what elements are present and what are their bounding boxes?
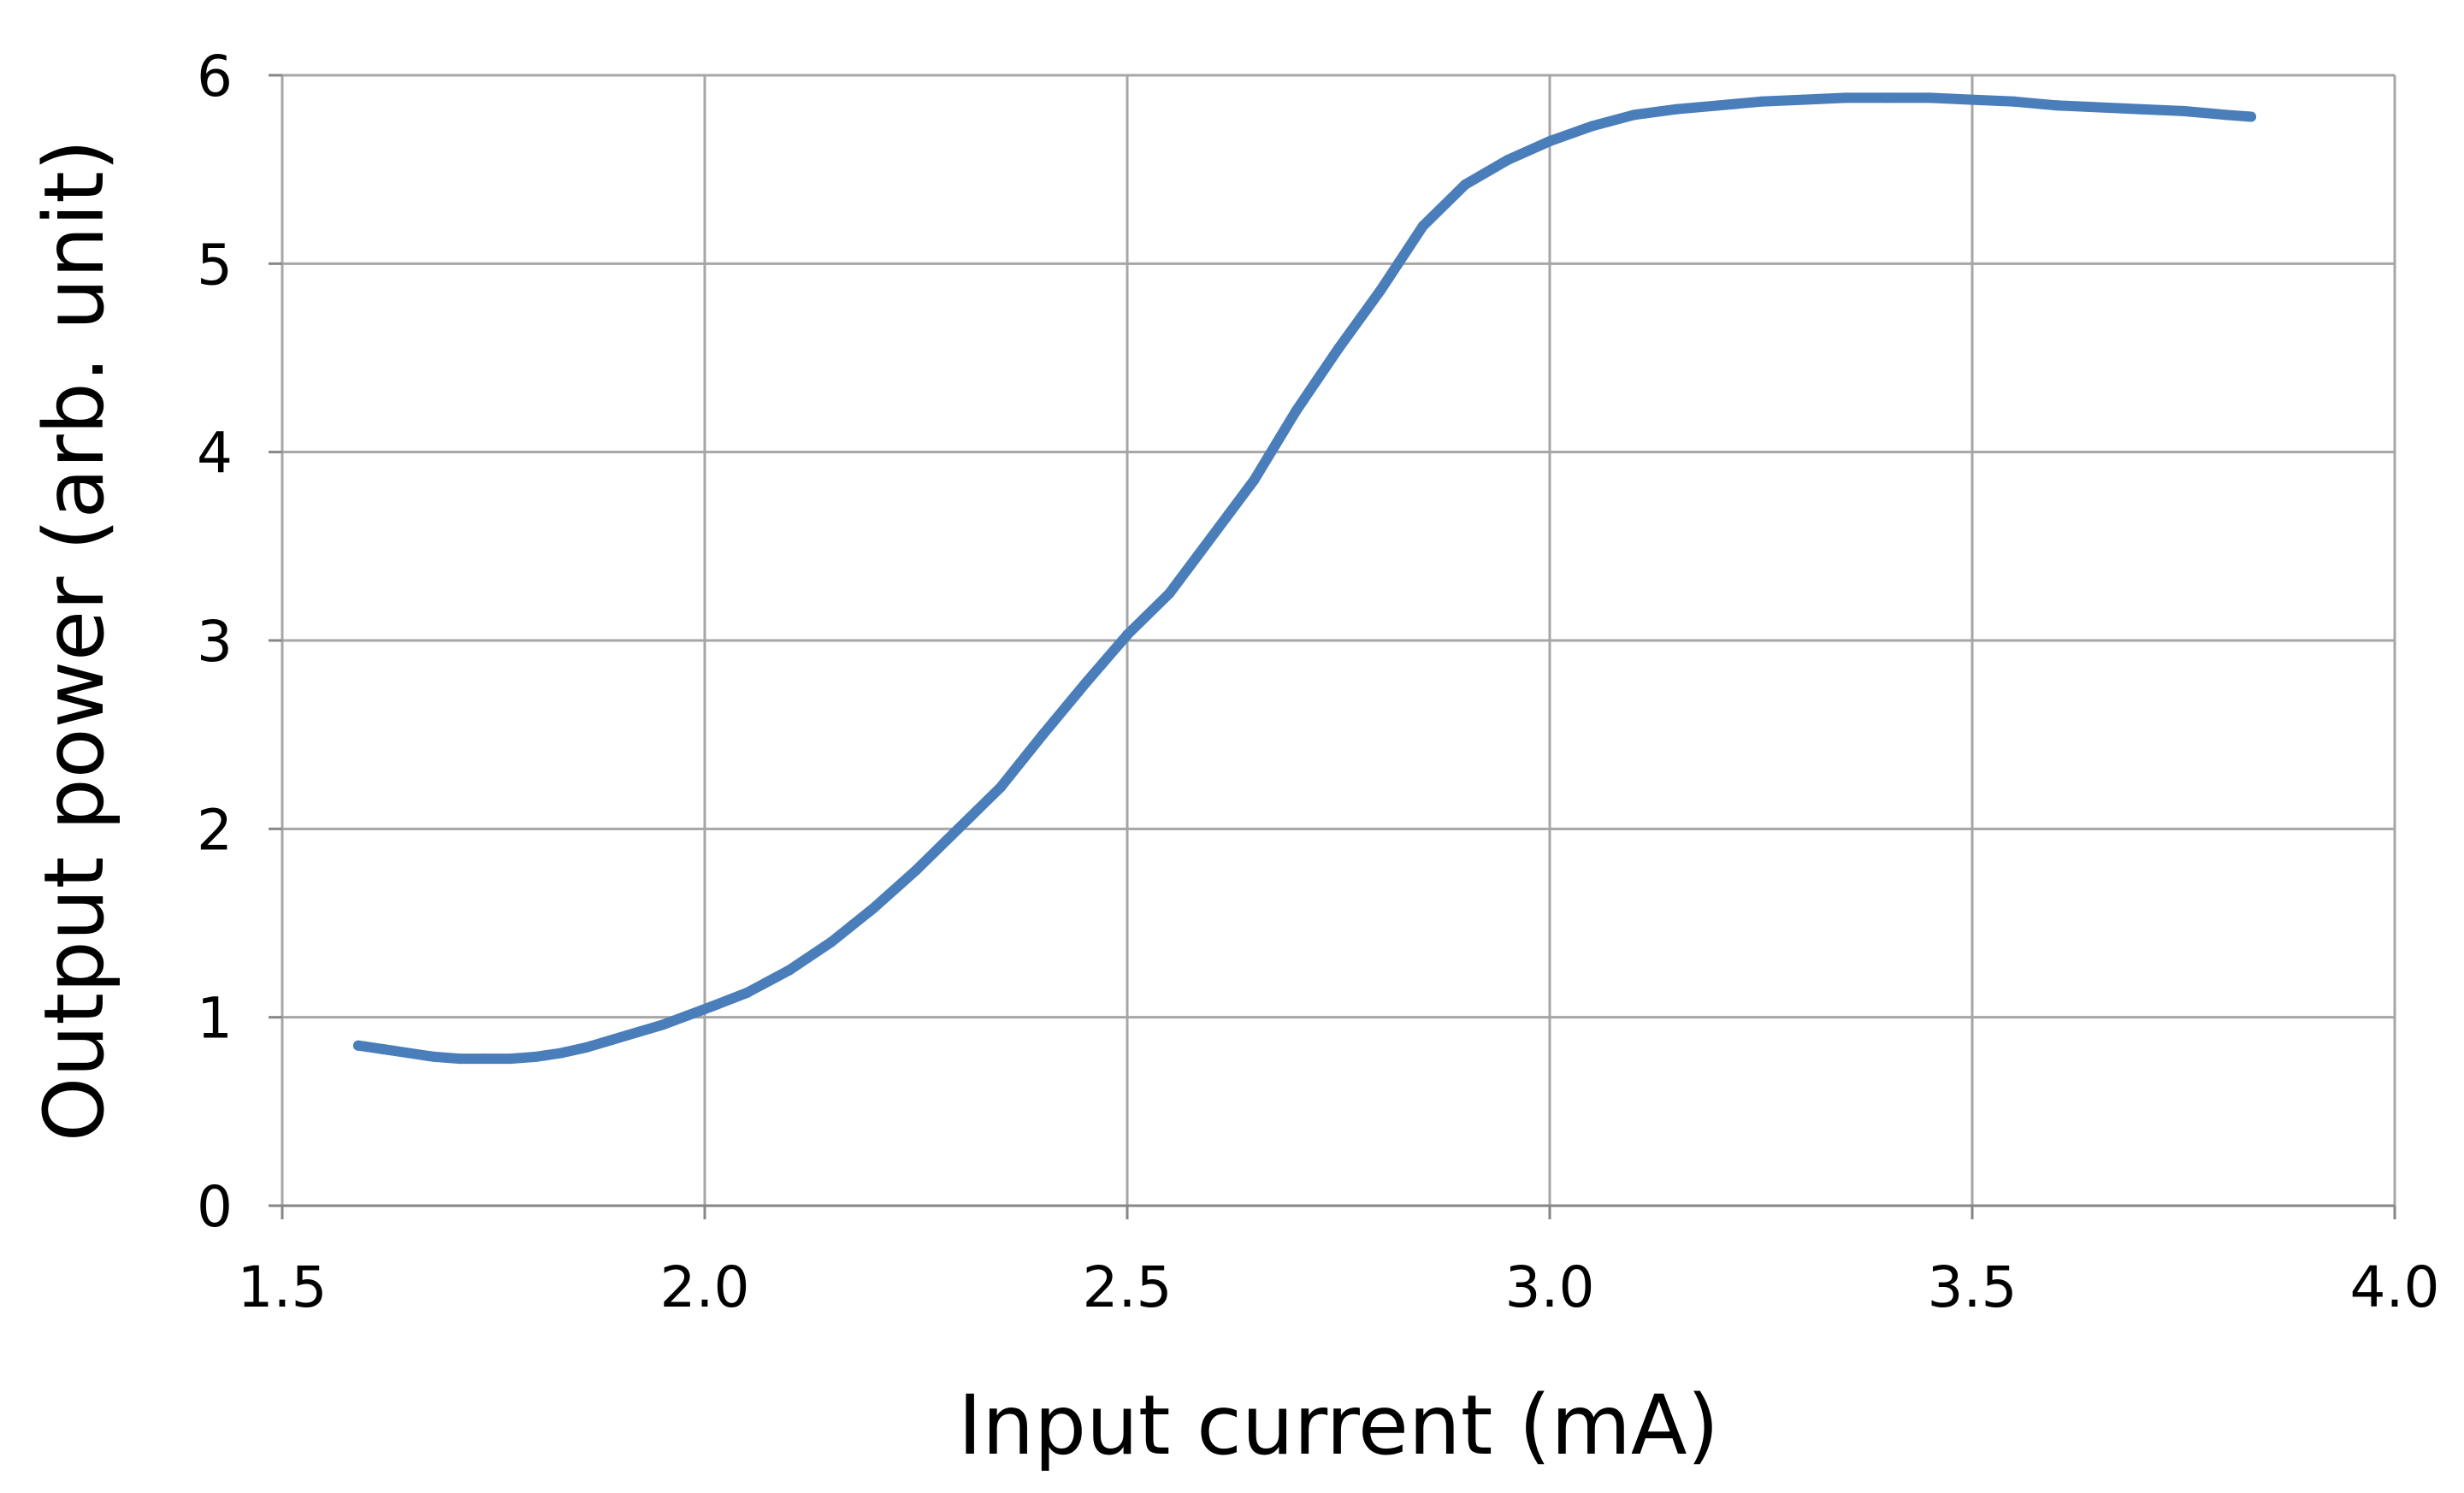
y-tick-label: 3 bbox=[197, 609, 233, 675]
data-point bbox=[783, 965, 795, 976]
y-tick-label: 6 bbox=[197, 44, 233, 109]
data-point bbox=[1713, 100, 1724, 111]
data-point bbox=[530, 1051, 541, 1062]
y-tick-label: 2 bbox=[197, 797, 233, 863]
y-axis-title: Output power (arb. unit) bbox=[27, 139, 122, 1142]
data-point bbox=[1798, 94, 1809, 105]
data-point bbox=[1291, 405, 1302, 416]
data-point bbox=[1249, 475, 1260, 486]
data-point bbox=[1037, 729, 1049, 741]
data-point bbox=[1628, 109, 1640, 121]
data-point bbox=[1206, 531, 1217, 542]
series-group bbox=[352, 92, 2256, 1065]
data-point bbox=[378, 1044, 389, 1055]
data-point bbox=[2136, 103, 2147, 115]
series-line-0 bbox=[352, 92, 2256, 1065]
data-point bbox=[1122, 629, 1132, 640]
data-point bbox=[1882, 92, 1894, 103]
data-point bbox=[352, 1040, 363, 1051]
y-tick-label: 0 bbox=[197, 1174, 233, 1240]
data-point bbox=[953, 823, 964, 835]
y-tick-label: 5 bbox=[197, 232, 233, 298]
data-point bbox=[2009, 96, 2020, 107]
data-point bbox=[428, 1051, 440, 1062]
x-tick-label: 3.0 bbox=[1505, 1254, 1595, 1320]
data-point bbox=[707, 1000, 718, 1012]
data-point bbox=[632, 1027, 642, 1038]
data-point bbox=[2094, 102, 2105, 113]
data-point bbox=[1671, 103, 1682, 115]
data-point bbox=[1545, 136, 1555, 147]
data-point bbox=[404, 1047, 415, 1059]
x-tick-label: 3.5 bbox=[1928, 1254, 2018, 1320]
data-point bbox=[2246, 111, 2256, 122]
data-point bbox=[581, 1042, 592, 1053]
data-point bbox=[682, 1010, 694, 1021]
data-point bbox=[1756, 96, 1766, 107]
data-point bbox=[742, 988, 753, 998]
data-point bbox=[657, 1019, 668, 1030]
data-point bbox=[480, 1053, 491, 1065]
data-point bbox=[2220, 109, 2231, 121]
data-point bbox=[454, 1053, 465, 1065]
y-tick-label: 4 bbox=[197, 421, 233, 487]
tick-labels: 0 1 2 3 4 5 6 1.5 2.0 2.5 3.0 3.5 4.0 bbox=[197, 44, 2439, 1320]
data-point bbox=[606, 1035, 617, 1046]
grid bbox=[281, 74, 2396, 1206]
data-point bbox=[1460, 179, 1471, 190]
data-point bbox=[1375, 285, 1386, 296]
axes bbox=[269, 74, 2396, 1219]
data-point bbox=[505, 1053, 516, 1065]
data-point bbox=[911, 865, 921, 876]
data-point bbox=[826, 936, 837, 947]
x-tick-label: 2.5 bbox=[1083, 1254, 1173, 1320]
x-tick-label: 2.0 bbox=[660, 1254, 750, 1320]
y-tick-label: 1 bbox=[197, 986, 233, 1052]
data-point bbox=[868, 902, 879, 913]
data-point bbox=[1333, 343, 1344, 354]
x-tick-label: 4.0 bbox=[2350, 1254, 2440, 1320]
data-point bbox=[1587, 121, 1598, 132]
data-point bbox=[1502, 155, 1513, 166]
data-point bbox=[1924, 92, 1935, 103]
data-point bbox=[1840, 92, 1851, 103]
data-point bbox=[1417, 221, 1428, 232]
data-point bbox=[2178, 105, 2189, 116]
x-axis-title: Input current (mA) bbox=[958, 1378, 1719, 1473]
data-point bbox=[1164, 587, 1175, 599]
data-point bbox=[1079, 678, 1090, 689]
data-point bbox=[1967, 94, 1977, 105]
data-point bbox=[556, 1047, 566, 1059]
x-tick-label: 1.5 bbox=[238, 1254, 328, 1320]
data-point bbox=[995, 782, 1006, 793]
data-point bbox=[2051, 100, 2062, 111]
